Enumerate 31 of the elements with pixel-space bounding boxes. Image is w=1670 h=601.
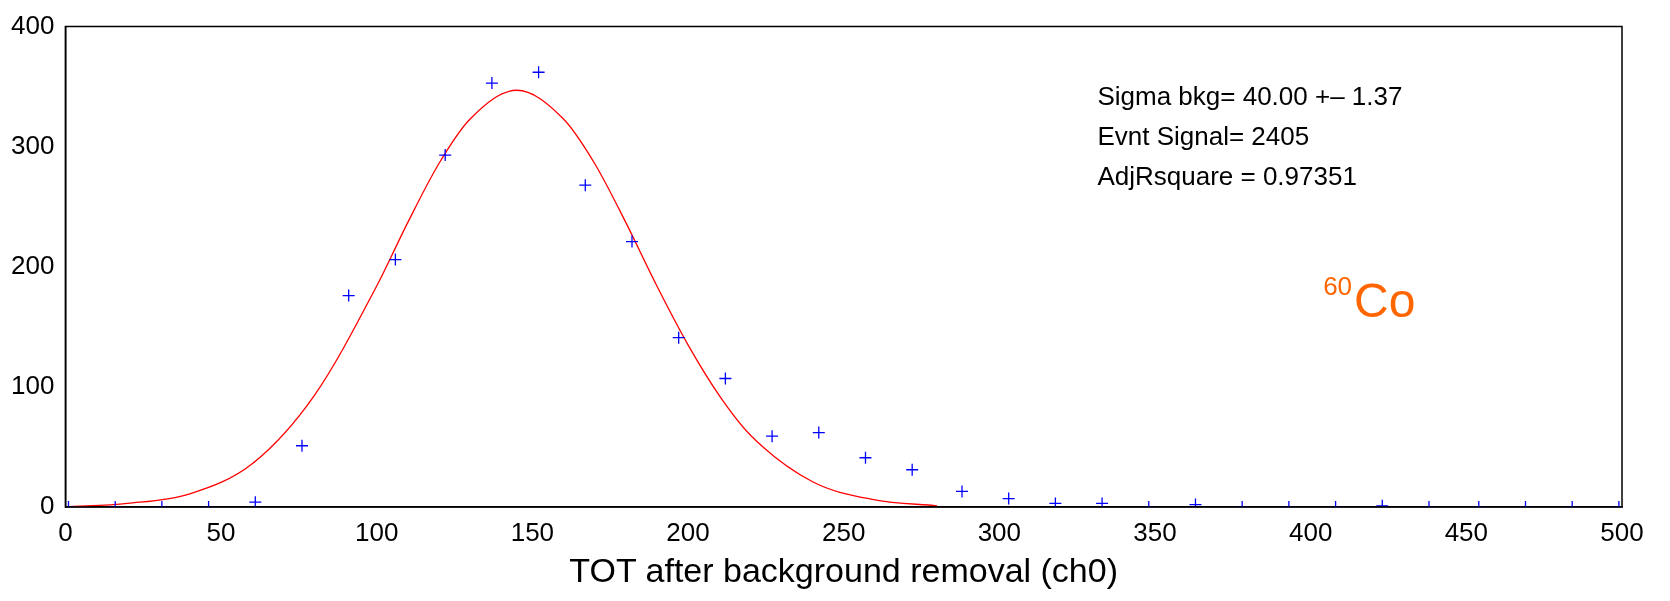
point (1048, 496, 1063, 507)
y-tick-label: 100 (10, 370, 55, 401)
point (388, 252, 403, 267)
point (438, 148, 452, 162)
x-tick-label: 400 (1288, 516, 1333, 547)
annotation: Sigma bkg= 40.00 +– 1.37 (1097, 80, 1403, 111)
annotation: AdjRsquare = 0.97351 (1097, 160, 1357, 191)
x-tick-label: 500 (1600, 516, 1644, 547)
y-tick-label: 300 (10, 129, 55, 160)
y-tick-label: 400 (10, 9, 55, 40)
point (1095, 496, 1109, 507)
point (342, 288, 356, 303)
point (718, 371, 733, 386)
point (578, 178, 592, 192)
x-tick-label: 50 (206, 516, 236, 547)
x-axis-title: TOT after background removal (ch0) (569, 550, 1119, 589)
x-tick-label: 200 (666, 516, 710, 547)
point (672, 331, 686, 345)
y-tick-label: 200 (10, 249, 55, 280)
point (485, 76, 499, 90)
point (248, 495, 262, 507)
x-tick-label: 100 (355, 516, 399, 547)
x-tick-label: 250 (821, 516, 866, 547)
point (625, 234, 639, 249)
y-tick-label: 0 (39, 490, 55, 521)
x-tick-label: 450 (1444, 516, 1489, 547)
x-tick-label: 350 (1133, 516, 1177, 547)
point (531, 65, 546, 79)
x-tick-label: 150 (510, 516, 555, 547)
x-tick-label: 300 (977, 516, 1022, 547)
annotation: Evnt Signal= 2405 (1097, 120, 1310, 151)
